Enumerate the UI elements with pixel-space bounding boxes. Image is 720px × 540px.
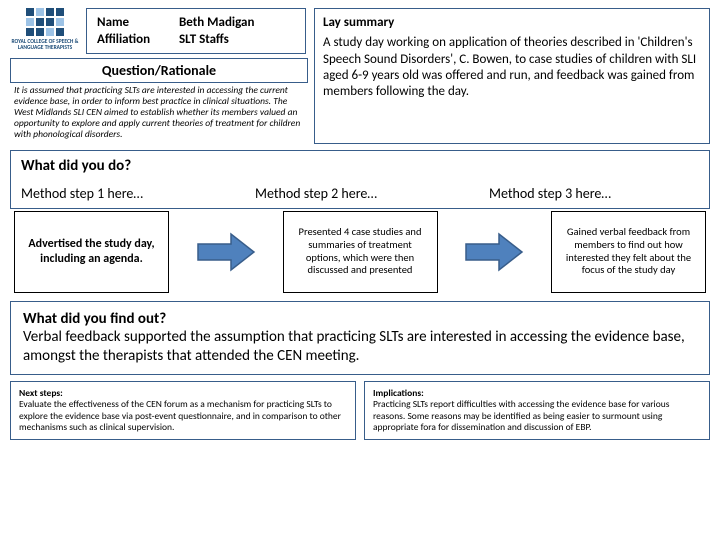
name-label: Name (97, 15, 177, 30)
find-out-box: What did you find out? Verbal feedback s… (10, 301, 710, 375)
lay-body: A study day working on application of th… (323, 35, 701, 100)
impl-title: Implications: (373, 387, 424, 399)
find-body: Verbal feedback supported the assumption… (23, 328, 685, 365)
step-header-1: Method step 1 here… (21, 185, 231, 202)
question-body: It is assumed that practicing SLTs are i… (10, 83, 308, 144)
left-col: ROYAL COLLEGE OF SPEECH & LANGUAGE THERA… (10, 8, 308, 144)
what-did-you-do-box: What did you do? Method step 1 here… Met… (10, 150, 710, 209)
next-steps-box: Next steps: Evaluate the effectiveness o… (10, 381, 356, 441)
logo: ROYAL COLLEGE OF SPEECH & LANGUAGE THERA… (10, 8, 80, 51)
arrow-icon (464, 232, 524, 272)
next-title: Next steps: (19, 387, 63, 399)
method-row: Advertised the study day, including an a… (10, 209, 710, 301)
top-row: ROYAL COLLEGE OF SPEECH & LANGUAGE THERA… (10, 8, 710, 144)
logo-text: ROYAL COLLEGE OF SPEECH & LANGUAGE THERA… (10, 40, 80, 51)
logo-icon (26, 8, 64, 36)
next-body: Evaluate the effectiveness of the CEN fo… (19, 398, 341, 433)
bottom-row: Next steps: Evaluate the effectiveness o… (10, 381, 710, 441)
question-title: Question/Rationale (10, 58, 308, 83)
implications-box: Implications: Practicing SLTs report dif… (364, 381, 710, 441)
what-do-title: What did you do? (11, 151, 709, 181)
question-rationale-box: Question/Rationale It is assumed that pr… (10, 58, 308, 144)
arrow-icon (196, 232, 256, 272)
name-affiliation-box: Name Beth Madigan Affiliation SLT Staffs (86, 8, 306, 54)
step-headers: Method step 1 here… Method step 2 here… … (11, 185, 709, 208)
find-title: What did you find out? (23, 310, 166, 328)
lay-summary-box: Lay summary A study day working on appli… (314, 8, 710, 144)
affiliation-value: SLT Staffs (179, 32, 295, 47)
lay-title: Lay summary (323, 15, 701, 31)
method-box-3: Gained verbal feedback from members to f… (551, 211, 706, 293)
affiliation-label: Affiliation (97, 32, 177, 47)
name-value: Beth Madigan (179, 15, 295, 30)
method-box-1: Advertised the study day, including an a… (14, 211, 169, 293)
step-header-2: Method step 2 here… (255, 185, 465, 202)
impl-body: Practicing SLTs report difficulties with… (373, 398, 669, 433)
method-box-2: Presented 4 case studies and summaries o… (283, 211, 438, 293)
step-header-3: Method step 3 here… (489, 185, 699, 202)
